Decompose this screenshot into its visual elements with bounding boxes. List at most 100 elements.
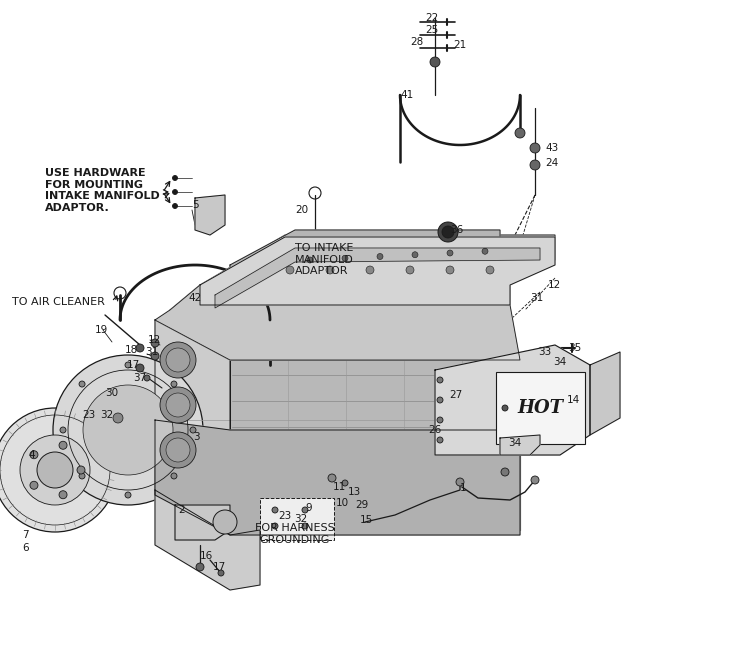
Text: 36: 36 — [450, 225, 464, 235]
Circle shape — [366, 266, 374, 274]
Polygon shape — [155, 490, 260, 590]
Text: 32: 32 — [100, 410, 113, 420]
Polygon shape — [200, 237, 555, 305]
Circle shape — [437, 417, 443, 423]
Text: 23: 23 — [278, 511, 291, 521]
Text: 34: 34 — [508, 438, 521, 448]
Circle shape — [302, 507, 308, 513]
Circle shape — [377, 253, 383, 259]
Circle shape — [30, 482, 38, 490]
Circle shape — [166, 438, 190, 462]
Polygon shape — [155, 320, 230, 530]
Circle shape — [151, 339, 159, 347]
Text: 42: 42 — [188, 293, 201, 303]
Text: HOT: HOT — [517, 399, 563, 417]
Text: 23: 23 — [82, 410, 95, 420]
Text: 27: 27 — [449, 390, 462, 400]
Text: 17: 17 — [213, 562, 226, 572]
Circle shape — [0, 408, 117, 532]
Circle shape — [79, 381, 85, 387]
Text: 15: 15 — [360, 515, 374, 525]
Text: 3: 3 — [193, 432, 200, 442]
Text: 6: 6 — [22, 543, 28, 553]
Circle shape — [437, 397, 443, 403]
Circle shape — [83, 385, 173, 475]
Polygon shape — [155, 420, 520, 535]
Circle shape — [172, 203, 178, 209]
Text: 31: 31 — [145, 347, 158, 357]
Circle shape — [190, 427, 196, 433]
Circle shape — [171, 381, 177, 387]
Polygon shape — [590, 352, 620, 435]
Circle shape — [342, 255, 348, 261]
Text: 1: 1 — [460, 483, 466, 493]
Circle shape — [456, 478, 464, 486]
Text: 5: 5 — [192, 200, 199, 210]
Circle shape — [125, 362, 131, 368]
Text: 32: 32 — [294, 514, 307, 524]
Polygon shape — [215, 248, 540, 308]
Circle shape — [59, 491, 67, 499]
Circle shape — [437, 377, 443, 383]
Circle shape — [447, 250, 453, 256]
Circle shape — [151, 352, 159, 360]
Circle shape — [406, 266, 414, 274]
Text: 12: 12 — [148, 335, 161, 345]
Circle shape — [530, 143, 540, 153]
Text: 11: 11 — [333, 482, 346, 492]
Text: 21: 21 — [453, 40, 466, 50]
Circle shape — [136, 344, 144, 352]
Circle shape — [326, 266, 334, 274]
Circle shape — [328, 474, 336, 482]
Circle shape — [446, 266, 454, 274]
Text: 9: 9 — [305, 503, 312, 513]
Circle shape — [213, 510, 237, 534]
Text: 31: 31 — [530, 293, 543, 303]
FancyBboxPatch shape — [496, 372, 585, 444]
Circle shape — [144, 375, 150, 381]
Circle shape — [166, 348, 190, 372]
Text: 2: 2 — [178, 505, 184, 515]
Text: 19: 19 — [95, 325, 108, 335]
Text: 26: 26 — [428, 425, 441, 435]
Text: FOR HARNESS
GROUNDING: FOR HARNESS GROUNDING — [255, 523, 334, 544]
Circle shape — [486, 266, 494, 274]
Circle shape — [272, 523, 278, 529]
Circle shape — [530, 160, 540, 170]
Text: 22: 22 — [425, 13, 438, 23]
Text: 33: 33 — [538, 347, 551, 357]
Text: 18: 18 — [125, 345, 138, 355]
Circle shape — [172, 175, 178, 181]
Circle shape — [442, 226, 454, 238]
Text: 28: 28 — [410, 37, 423, 47]
Circle shape — [307, 257, 313, 263]
Circle shape — [218, 570, 224, 576]
Circle shape — [166, 393, 190, 417]
Circle shape — [172, 189, 178, 195]
Circle shape — [438, 222, 458, 242]
Circle shape — [286, 266, 294, 274]
Text: 34: 34 — [553, 357, 566, 367]
Text: 10: 10 — [336, 498, 349, 508]
Circle shape — [160, 387, 196, 423]
Text: 20: 20 — [295, 205, 308, 215]
Circle shape — [272, 507, 278, 513]
Circle shape — [430, 57, 440, 67]
Text: 37: 37 — [133, 373, 146, 383]
Polygon shape — [175, 505, 230, 540]
Text: 30: 30 — [105, 388, 118, 398]
Circle shape — [502, 405, 508, 411]
Text: 24: 24 — [545, 158, 558, 168]
Circle shape — [515, 128, 525, 138]
Circle shape — [77, 466, 85, 474]
Circle shape — [171, 473, 177, 479]
Circle shape — [160, 342, 196, 378]
Text: 29: 29 — [355, 500, 368, 510]
Text: 12: 12 — [548, 280, 561, 290]
Circle shape — [531, 476, 539, 484]
Circle shape — [30, 451, 38, 459]
Circle shape — [79, 473, 85, 479]
Text: 43: 43 — [545, 143, 558, 153]
Text: 41: 41 — [400, 90, 413, 100]
Text: 4: 4 — [28, 450, 34, 460]
